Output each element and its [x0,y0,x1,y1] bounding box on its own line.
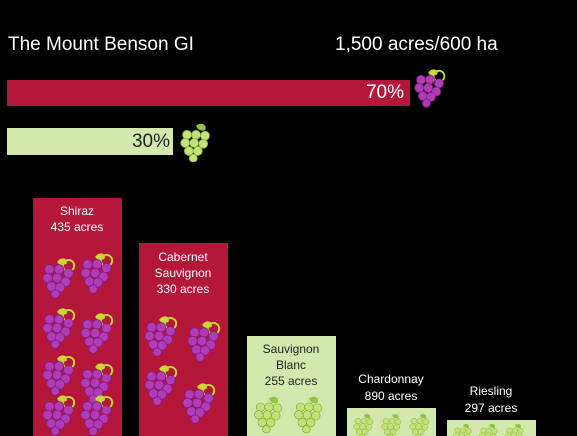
red-share-bar [7,80,410,106]
variety-name: Blanc [276,358,306,372]
variety-name: Chardonnay [358,372,423,386]
white-share-label: 30% [132,131,170,152]
variety-name: Sauvignon [155,266,212,280]
variety-name: Cabernet [158,250,208,264]
red-share-label: 70% [366,82,404,103]
variety-name: Sauvignon [263,342,320,356]
variety-name: Riesling [470,384,513,398]
variety-acres: 435 acres [51,220,104,234]
grape-icon [181,124,210,162]
variety-acres: 297 acres [465,401,518,415]
variety-acres: 255 acres [265,374,318,388]
variety-name: Shiraz [60,204,94,218]
grape-icon [415,69,445,107]
variety-acres: 330 acres [157,282,210,296]
infographic: The Mount Benson GI 1,500 acres/600 ha 7… [0,0,577,436]
title: The Mount Benson GI [8,34,194,55]
area: 1,500 acres/600 ha [335,34,498,55]
variety-acres: 890 acres [365,389,418,403]
